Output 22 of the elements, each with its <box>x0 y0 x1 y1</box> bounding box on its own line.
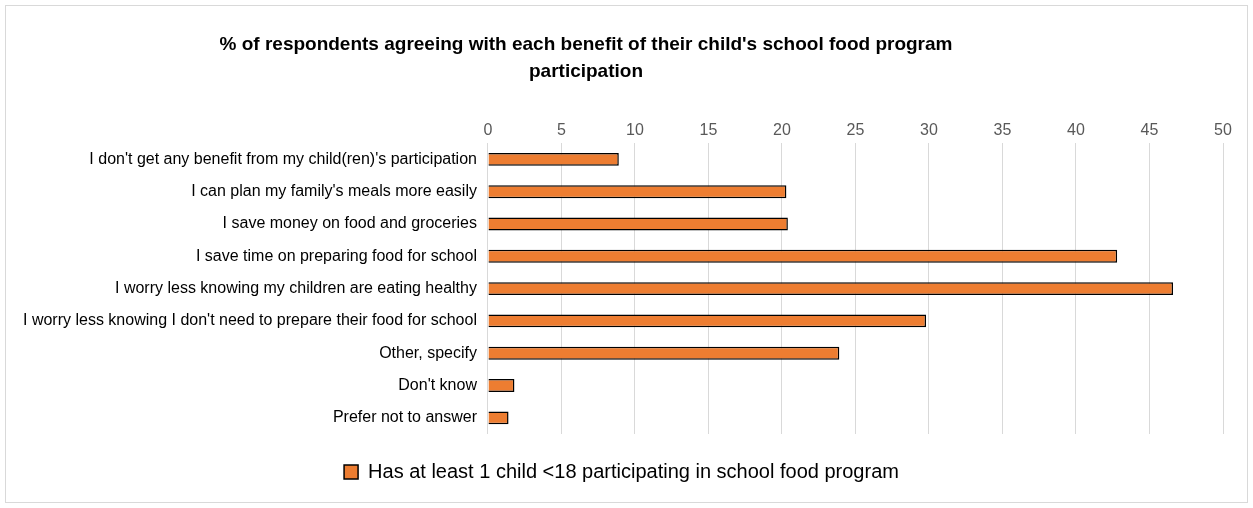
x-tick-label: 0 <box>483 121 493 139</box>
x-tick-label: 15 <box>699 121 718 139</box>
x-tick-label: 35 <box>993 121 1012 139</box>
legend-label: Has at least 1 child <18 participating in school food program <box>368 459 899 482</box>
y-tick-label: Other, specify <box>379 343 477 361</box>
y-tick-label: Prefer not to answer <box>332 408 478 426</box>
x-tick-label: 45 <box>1140 121 1159 139</box>
y-tick-label: I worry less knowing my children are eating healthy <box>115 279 477 297</box>
x-tick-label: 25 <box>846 121 865 139</box>
x-tick-label: 10 <box>626 121 644 139</box>
y-tick-label: I worry less knowing I don't need to prepare their food for school <box>23 311 477 329</box>
y-tick-label: I don't get any benefit from my child(ren)'s participation <box>89 149 477 167</box>
y-tick-label: I save time on preparing food for school <box>195 246 477 264</box>
y-tick-label: I can plan my family's meals more easily <box>191 182 477 200</box>
y-tick-label: Don't know <box>398 375 478 393</box>
x-tick-label: 20 <box>773 121 791 139</box>
y-tick-label: I save money on food and groceries <box>222 214 477 232</box>
chart-title: % of respondents agreeing with each benefit of their child's school food program participation <box>218 32 954 83</box>
x-tick-label: 30 <box>920 121 938 139</box>
x-tick-label: 40 <box>1067 121 1085 139</box>
x-tick-label: 5 <box>557 121 567 139</box>
x-tick-label: 50 <box>1214 121 1232 139</box>
